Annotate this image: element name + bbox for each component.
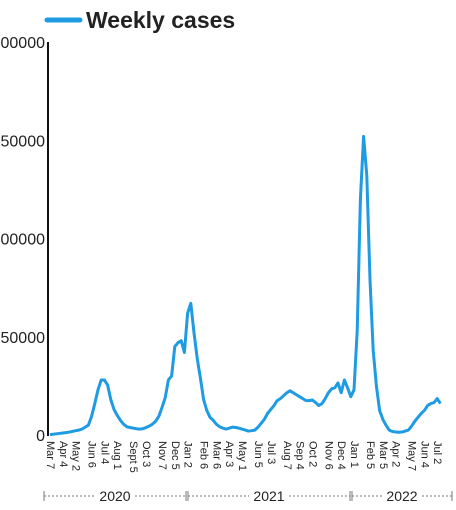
x-tick-label: Apr 3 [223, 441, 235, 467]
x-tick-label: Dec 5 [169, 441, 181, 470]
x-tick-label: May 1 [236, 441, 248, 471]
y-tick-label: 50000 [1, 330, 46, 347]
x-tick-label: Oct 3 [140, 441, 152, 467]
x-tick-label: Oct 2 [306, 441, 318, 467]
x-tick-label: Apr 4 [57, 441, 69, 467]
group-label: 2021 [253, 488, 284, 504]
x-tick-label: Dec 4 [335, 441, 347, 470]
x-tick-label: Jul 4 [98, 441, 110, 464]
x-tick-label: Nov 6 [322, 441, 334, 470]
x-tick-label: Sept 5 [127, 441, 139, 473]
group-label: 2022 [386, 488, 417, 504]
legend-label: Weekly cases [86, 7, 235, 33]
x-tick-label: Jul 2 [431, 441, 443, 464]
x-tick-label: Mar 6 [210, 441, 222, 469]
y-tick-label: 200000 [0, 35, 45, 52]
y-tick-label: 100000 [0, 232, 45, 249]
x-tick-label: May 7 [406, 441, 418, 471]
x-tick-label: Jun 6 [86, 441, 98, 468]
x-tick-label: Mar 5 [377, 441, 389, 469]
group-label: 2020 [99, 488, 130, 504]
x-tick-label: Aug 1 [111, 441, 123, 470]
y-tick-label: 150000 [0, 133, 45, 150]
x-tick-label: Jul 3 [265, 441, 277, 464]
x-tick-label: Jun 4 [418, 441, 430, 468]
y-tick-label: 0 [36, 428, 45, 445]
x-tick-label: Feb 5 [364, 441, 376, 469]
x-tick-label: Nov 7 [156, 441, 168, 470]
data-line [49, 134, 442, 437]
x-tick-label: May 2 [70, 441, 82, 471]
x-tick-label: Mar 7 [44, 441, 56, 469]
x-tick-label: Apr 2 [390, 441, 402, 467]
x-tick-label: Feb 6 [198, 441, 210, 469]
x-tick-label: Jan 2 [182, 441, 194, 468]
x-tick-label: Sep 4 [294, 441, 306, 470]
x-tick-label: Jan 1 [348, 441, 360, 468]
x-tick-label: Jun 5 [252, 441, 264, 468]
x-tick-label: Aug 7 [281, 441, 293, 470]
